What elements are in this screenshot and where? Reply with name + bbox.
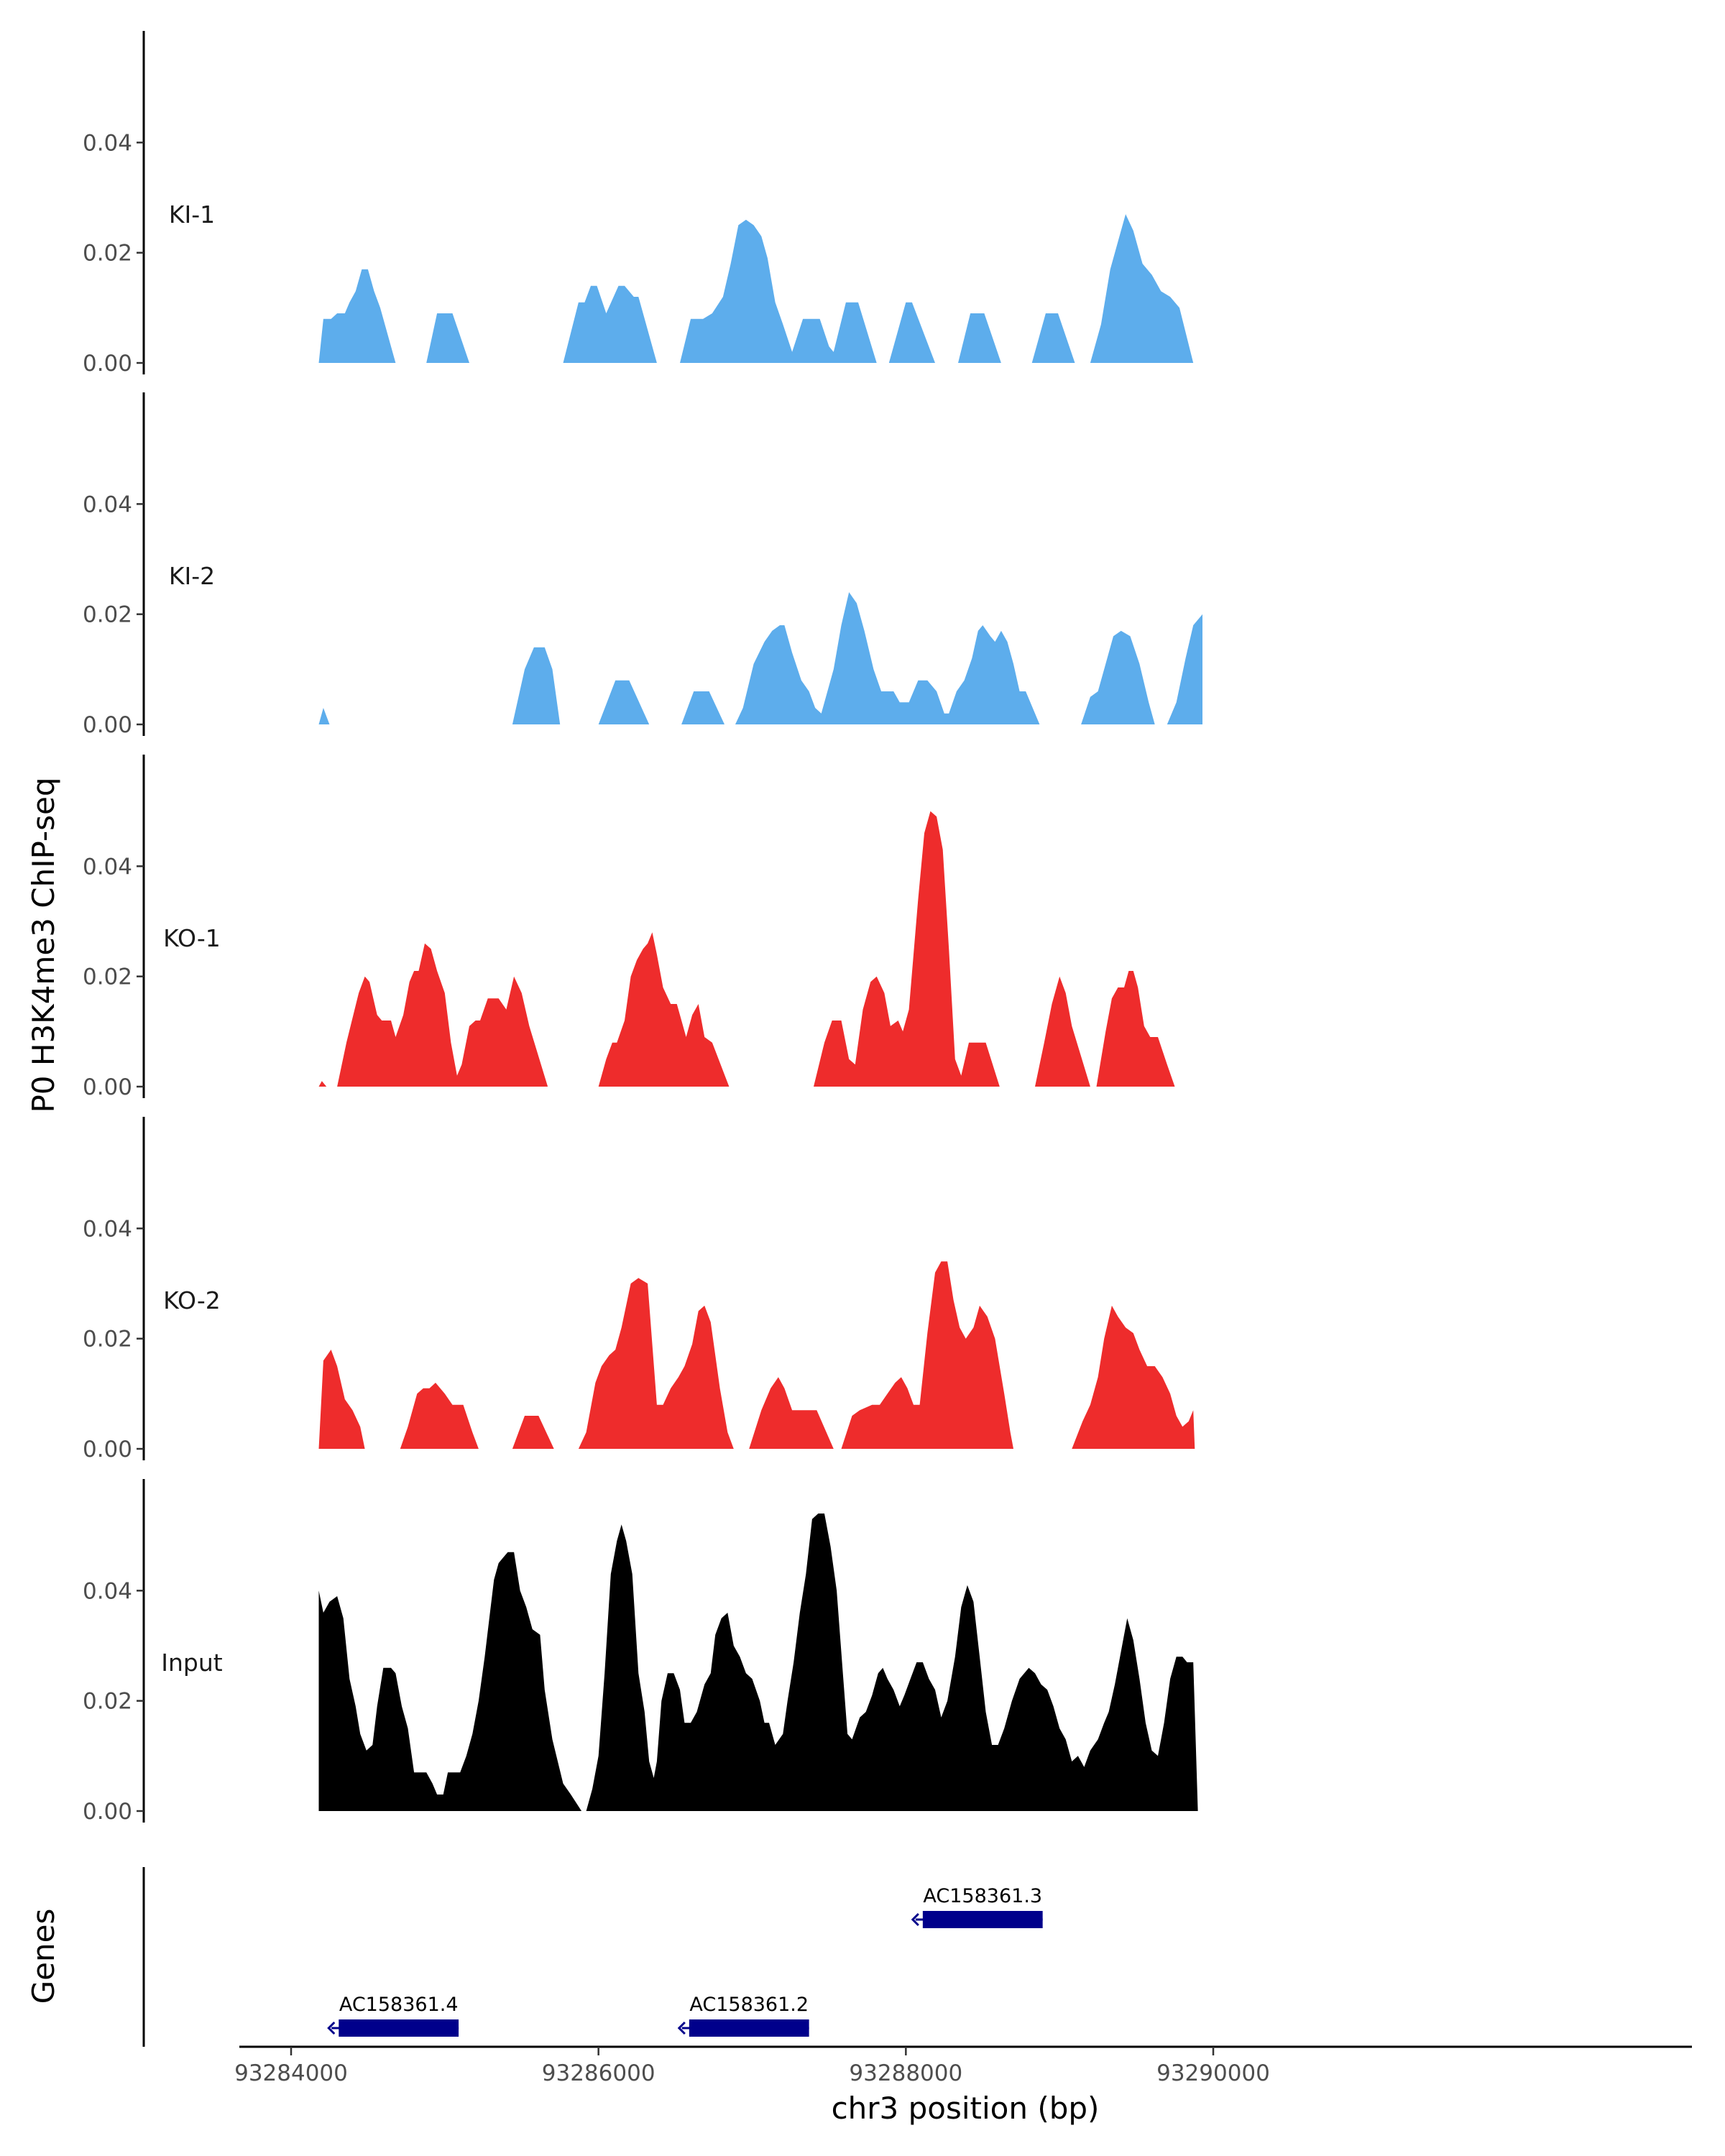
genes-panel-label: Genes xyxy=(26,1909,61,2004)
track-label-ko-1: KO-1 xyxy=(163,924,221,952)
track-ki-2-peak-0 xyxy=(318,708,330,724)
track-label-input: Input xyxy=(161,1649,223,1677)
y-tick-label: 0.04 xyxy=(83,1578,132,1604)
track-ki-2-panel: 0.00 0.02 0.04 KI-2 xyxy=(83,392,1202,738)
track-ko-2-peak-5 xyxy=(841,1261,1013,1449)
track-ki-2-peak-1 xyxy=(512,647,561,724)
y-tick-label: 0.04 xyxy=(83,492,132,517)
y-tick-label: 0.00 xyxy=(83,351,132,377)
track-input-peak-0 xyxy=(318,1552,582,1811)
gene-strand-arrow xyxy=(677,2021,686,2035)
y-tick-label: 0.02 xyxy=(83,241,132,267)
gene-ac158361-3: AC158361.3 xyxy=(911,1885,1043,1928)
y-tick-label: 0.02 xyxy=(83,1327,132,1353)
gene-body xyxy=(339,2019,459,2037)
y-tick-label: 0.02 xyxy=(83,1689,132,1715)
gene-label: AC158361.3 xyxy=(923,1885,1042,1907)
tracks-layer: 0.00 0.02 0.04 KI-1 0.00 0.02 0.04 KI-2 0.00 0.02… xyxy=(83,31,1202,1825)
x-tick-label: 93284000 xyxy=(234,2060,348,2086)
gene-strand-arrow xyxy=(327,2021,336,2035)
y-tick-label: 0.00 xyxy=(83,1799,132,1825)
gene-strand-arrow xyxy=(911,1912,919,1927)
track-ko-1-panel: 0.00 0.02 0.04 KO-1 xyxy=(83,755,1175,1100)
track-input-peak-1 xyxy=(586,1514,1198,1811)
track-ki-1-peak-7 xyxy=(1090,214,1194,363)
track-ki-2-peak-4 xyxy=(735,592,1040,724)
track-ko-2-panel: 0.00 0.02 0.04 KO-2 xyxy=(83,1117,1195,1462)
track-input-panel: 0.00 0.02 0.04 Input xyxy=(83,1479,1198,1825)
track-ki-1-peak-1 xyxy=(426,313,469,363)
track-ko-2-peak-6 xyxy=(1072,1305,1195,1449)
gene-body xyxy=(922,1911,1043,1928)
x-tick-label: 93290000 xyxy=(1156,2060,1270,2086)
track-ki-2-peak-6 xyxy=(1167,614,1202,724)
gene-label: AC158361.2 xyxy=(689,1994,809,2016)
track-label-ki-2: KI-2 xyxy=(169,562,215,590)
track-ki-1-peak-4 xyxy=(888,302,935,363)
y-tick-label: 0.02 xyxy=(83,602,132,628)
gene-ac158361-4: AC158361.4 xyxy=(327,1994,459,2037)
track-ko-1-peak-0 xyxy=(318,1081,327,1087)
gene-ac158361-2: AC158361.2 xyxy=(677,1994,809,2037)
track-ko-1-peak-5 xyxy=(1096,971,1175,1087)
y-tick-label: 0.04 xyxy=(83,854,132,880)
y-tick-label: 0.00 xyxy=(83,712,132,738)
track-ko-2-peak-1 xyxy=(400,1383,479,1449)
track-label-ki-1: KI-1 xyxy=(169,201,215,229)
track-label-ko-2: KO-2 xyxy=(163,1286,221,1314)
track-ko-1-peak-1 xyxy=(337,943,548,1087)
y-tick-label: 0.04 xyxy=(83,130,132,156)
x-tick-label: 93288000 xyxy=(849,2060,962,2086)
y-tick-label: 0.00 xyxy=(83,1437,132,1462)
track-ki-2-peak-3 xyxy=(681,691,724,724)
track-ko-2-peak-2 xyxy=(512,1416,554,1449)
genes-panel: Genes AC158361.4 AC158361.2 AC158361.3 xyxy=(26,1867,1043,2047)
track-ki-1-panel: 0.00 0.02 0.04 KI-1 xyxy=(83,31,1194,377)
track-ko-1-peak-2 xyxy=(598,932,730,1087)
gene-body xyxy=(689,2019,809,2037)
track-ki-1-peak-3 xyxy=(680,219,877,363)
y-axis-title: P0 H3K4me3 ChIP-seq xyxy=(26,777,61,1112)
track-ko-2-peak-4 xyxy=(749,1377,834,1449)
x-axis-title: chr3 position (bp) xyxy=(832,2091,1100,2126)
track-ki-2-peak-2 xyxy=(598,680,650,724)
track-ko-1-peak-4 xyxy=(1035,976,1090,1087)
y-tick-label: 0.02 xyxy=(83,964,132,990)
track-ko-2-peak-3 xyxy=(578,1278,734,1449)
track-ko-1-peak-3 xyxy=(814,811,1000,1087)
track-ko-2-peak-0 xyxy=(318,1350,365,1449)
track-ki-1-peak-5 xyxy=(958,313,1001,363)
track-ki-2-peak-5 xyxy=(1081,630,1155,724)
track-ki-1-peak-0 xyxy=(318,269,396,363)
track-ki-1-peak-2 xyxy=(563,285,657,363)
x-axis: 93284000 93286000 93288000 93290000 xyxy=(234,2045,1692,2086)
track-ki-1-peak-6 xyxy=(1031,313,1075,363)
y-tick-label: 0.00 xyxy=(83,1074,132,1100)
y-tick-label: 0.04 xyxy=(83,1216,132,1242)
x-tick-label: 93286000 xyxy=(542,2060,656,2086)
gene-label: AC158361.4 xyxy=(339,1994,459,2016)
